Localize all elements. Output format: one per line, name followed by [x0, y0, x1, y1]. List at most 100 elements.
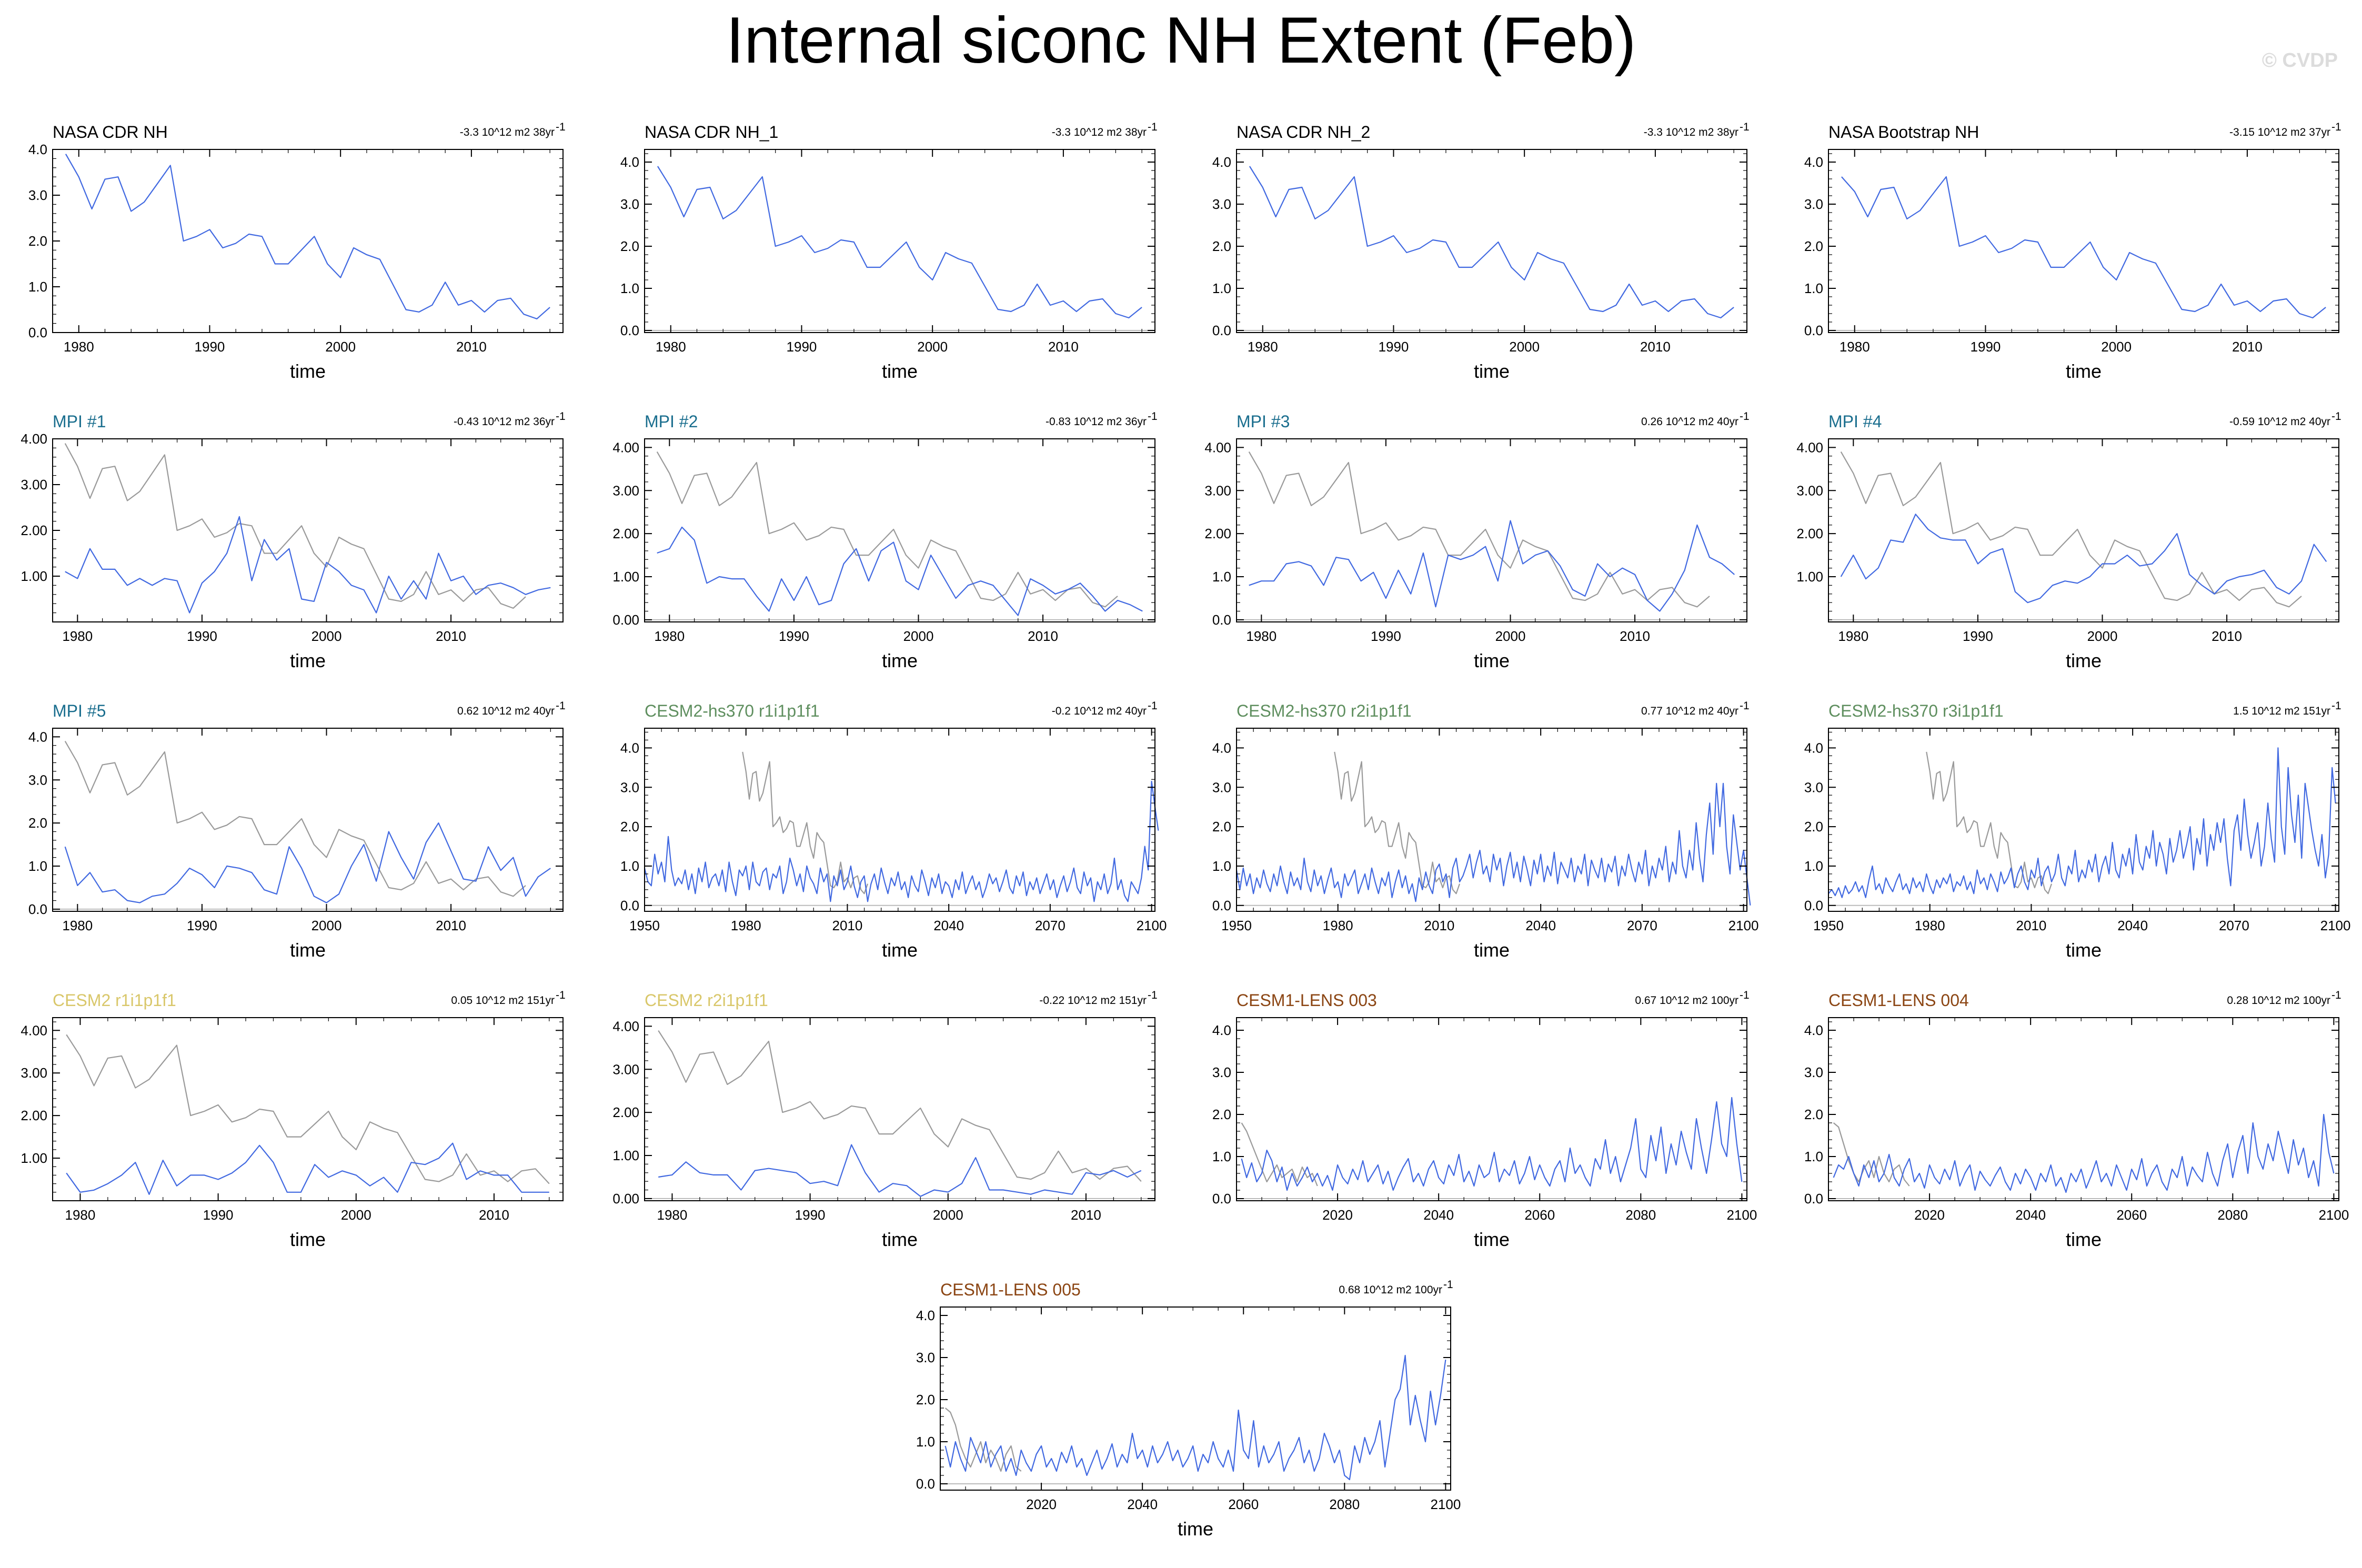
- page-title: Internal siconc NH Extent (Feb): [726, 4, 1636, 77]
- y-tick-label: 0.00: [612, 612, 639, 628]
- y-tick-label: 0.0: [620, 898, 639, 913]
- model-series-line: [657, 526, 1143, 616]
- panel-mpi-1: MPI #1 -0.43 10^12 m2 36yr -1 1.00 2.00 3.00 4…: [0, 395, 584, 689]
- observed-series-line: [64, 741, 526, 897]
- x-tick-label: 2070: [2219, 918, 2249, 933]
- x-axis-title: time: [1474, 650, 1510, 671]
- trend-superscript: -1: [1740, 700, 1750, 712]
- x-axis-title: time: [2066, 1229, 2102, 1250]
- x-tick-label: 2100: [1137, 918, 1167, 933]
- x-tick-label: 2100: [1430, 1496, 1461, 1512]
- observed-series-line: [742, 751, 869, 894]
- x-axis-title: time: [290, 360, 326, 382]
- panel-trend: -0.83 10^12 m2 36yr: [1046, 416, 1147, 428]
- y-tick-label: 3.0: [1212, 196, 1231, 212]
- y-tick-label: 3.0: [1804, 196, 1823, 212]
- chart-svg: MPI #3 0.26 10^12 m2 40yr -1 0.0 1.0 2.00 3.00…: [1204, 410, 1750, 671]
- observed-series-line: [66, 1034, 550, 1184]
- y-tick-label: 1.00: [1796, 569, 1823, 585]
- trend-superscript: -1: [1443, 1279, 1453, 1291]
- plot-frame: [1828, 1017, 2339, 1201]
- x-axis-title: time: [882, 939, 918, 961]
- y-tick-label: 4.00: [612, 1018, 639, 1034]
- x-tick-label: 1950: [1221, 918, 1252, 933]
- cvdp-watermark: © CVDP: [2262, 49, 2338, 72]
- y-tick-label: 2.00: [612, 526, 639, 541]
- x-tick-label: 2060: [1524, 1207, 1555, 1223]
- observed-series-line: [64, 443, 526, 609]
- x-tick-label: 2000: [933, 1207, 963, 1223]
- panel-title: MPI #5: [53, 701, 106, 720]
- y-tick-label: 2.00: [612, 1104, 639, 1120]
- y-tick-label: 4.0: [1212, 154, 1231, 170]
- observed-series-line: [656, 451, 1118, 608]
- y-tick-label: 2.00: [21, 522, 47, 538]
- trend-superscript: -1: [556, 989, 566, 1001]
- model-series-line: [66, 1142, 549, 1195]
- x-tick-label: 1990: [195, 339, 225, 355]
- y-tick-label: 3.0: [620, 196, 639, 212]
- y-tick-label: 3.00: [612, 1061, 639, 1077]
- plot-frame: [52, 149, 564, 333]
- y-tick-label: 4.00: [1796, 439, 1823, 455]
- panel-trend: 0.77 10^12 m2 40yr: [1641, 705, 1738, 717]
- model-series-line: [64, 822, 551, 903]
- x-tick-label: 2010: [436, 918, 466, 933]
- x-tick-label: 2010: [1071, 1207, 1101, 1223]
- chart-svg: CESM1-LENS 004 0.28 10^12 m2 100yr -1 0.0 1.…: [1804, 989, 2349, 1250]
- trend-superscript: -1: [1148, 989, 1158, 1001]
- observed-series-line: [658, 1030, 1142, 1182]
- y-tick-label: 0.0: [1804, 1191, 1823, 1207]
- trend-superscript: -1: [1740, 410, 1750, 423]
- model-series-line: [658, 1144, 1142, 1197]
- panel-trend: 1.5 10^12 m2 151yr: [2233, 705, 2330, 717]
- x-tick-label: 2070: [1627, 918, 1657, 933]
- chart-svg: NASA CDR NH_2 -3.3 10^12 m2 38yr -1 0.0 1.0 2…: [1212, 121, 1750, 382]
- chart-svg: NASA CDR NH_1 -3.3 10^12 m2 38yr -1 0.0 1.0 2…: [620, 121, 1158, 382]
- y-tick-label: 3.0: [1804, 1064, 1823, 1080]
- panel-mpi-4: MPI #4 -0.59 10^12 m2 40yr -1 1.00 2.00 3.00 4…: [1776, 395, 2360, 689]
- y-tick-label: 3.0: [916, 1350, 935, 1365]
- model-series-line: [1249, 166, 1734, 319]
- y-tick-label: 2.0: [1212, 819, 1231, 835]
- y-tick-label: 3.0: [1212, 779, 1231, 795]
- panel-trend: -3.3 10^12 m2 38yr: [1052, 126, 1147, 138]
- y-tick-label: 0.0: [1212, 612, 1231, 628]
- y-tick-label: 1.0: [1212, 858, 1231, 874]
- x-tick-label: 2010: [1028, 628, 1058, 644]
- trend-superscript: -1: [1148, 700, 1158, 712]
- trend-superscript: -1: [2331, 410, 2341, 423]
- model-series-line: [1833, 1113, 2335, 1193]
- x-tick-label: 2040: [2015, 1207, 2046, 1223]
- x-tick-label: 2060: [1228, 1496, 1259, 1512]
- model-series-line: [1840, 514, 2327, 604]
- panel-nasa-cdr-nh: NASA CDR NH -3.3 10^12 m2 38yr -1 0.0 1.0 2.0…: [0, 105, 584, 400]
- y-tick-label: 2.00: [21, 1108, 47, 1123]
- chart-svg: CESM1-LENS 005 0.68 10^12 m2 100yr -1 0.0 1.…: [916, 1279, 1461, 1540]
- x-tick-label: 2040: [1127, 1496, 1158, 1512]
- x-tick-label: 2010: [832, 918, 863, 933]
- trend-superscript: -1: [556, 410, 566, 423]
- panel-trend: 0.68 10^12 m2 100yr: [1339, 1284, 1442, 1296]
- panel-mpi-5: MPI #5 0.62 10^12 m2 40yr -1 0.0 1.0 2.0 3.0 4.…: [0, 684, 584, 979]
- x-tick-label: 1980: [1246, 628, 1277, 644]
- y-tick-label: 4.0: [1804, 740, 1823, 756]
- chart-svg: CESM2-hs370 r3i1p1f1 1.5 10^12 m2 151yr -1…: [1804, 700, 2351, 961]
- plot-frame: [1236, 149, 1747, 333]
- chart-svg: CESM2 r1i1p1f1 0.05 10^12 m2 151yr -1 1.00 2…: [21, 989, 566, 1250]
- x-tick-label: 2040: [2117, 918, 2148, 933]
- panel-title: CESM1-LENS 005: [940, 1280, 1081, 1299]
- y-tick-label: 1.00: [612, 1148, 639, 1163]
- x-tick-label: 2000: [1495, 628, 1526, 644]
- x-tick-label: 1980: [65, 1207, 96, 1223]
- y-tick-label: 4.0: [1804, 1022, 1823, 1038]
- y-tick-label: 4.0: [916, 1308, 935, 1323]
- x-tick-label: 2000: [903, 628, 934, 644]
- observed-series-line: [1833, 1122, 1910, 1187]
- x-tick-label: 1990: [1379, 339, 1409, 355]
- y-tick-label: 3.00: [1204, 483, 1231, 498]
- plot-frame: [644, 728, 1155, 912]
- x-tick-label: 1950: [629, 918, 660, 933]
- x-axis-title: time: [882, 360, 918, 382]
- x-axis-title: time: [1474, 939, 1510, 961]
